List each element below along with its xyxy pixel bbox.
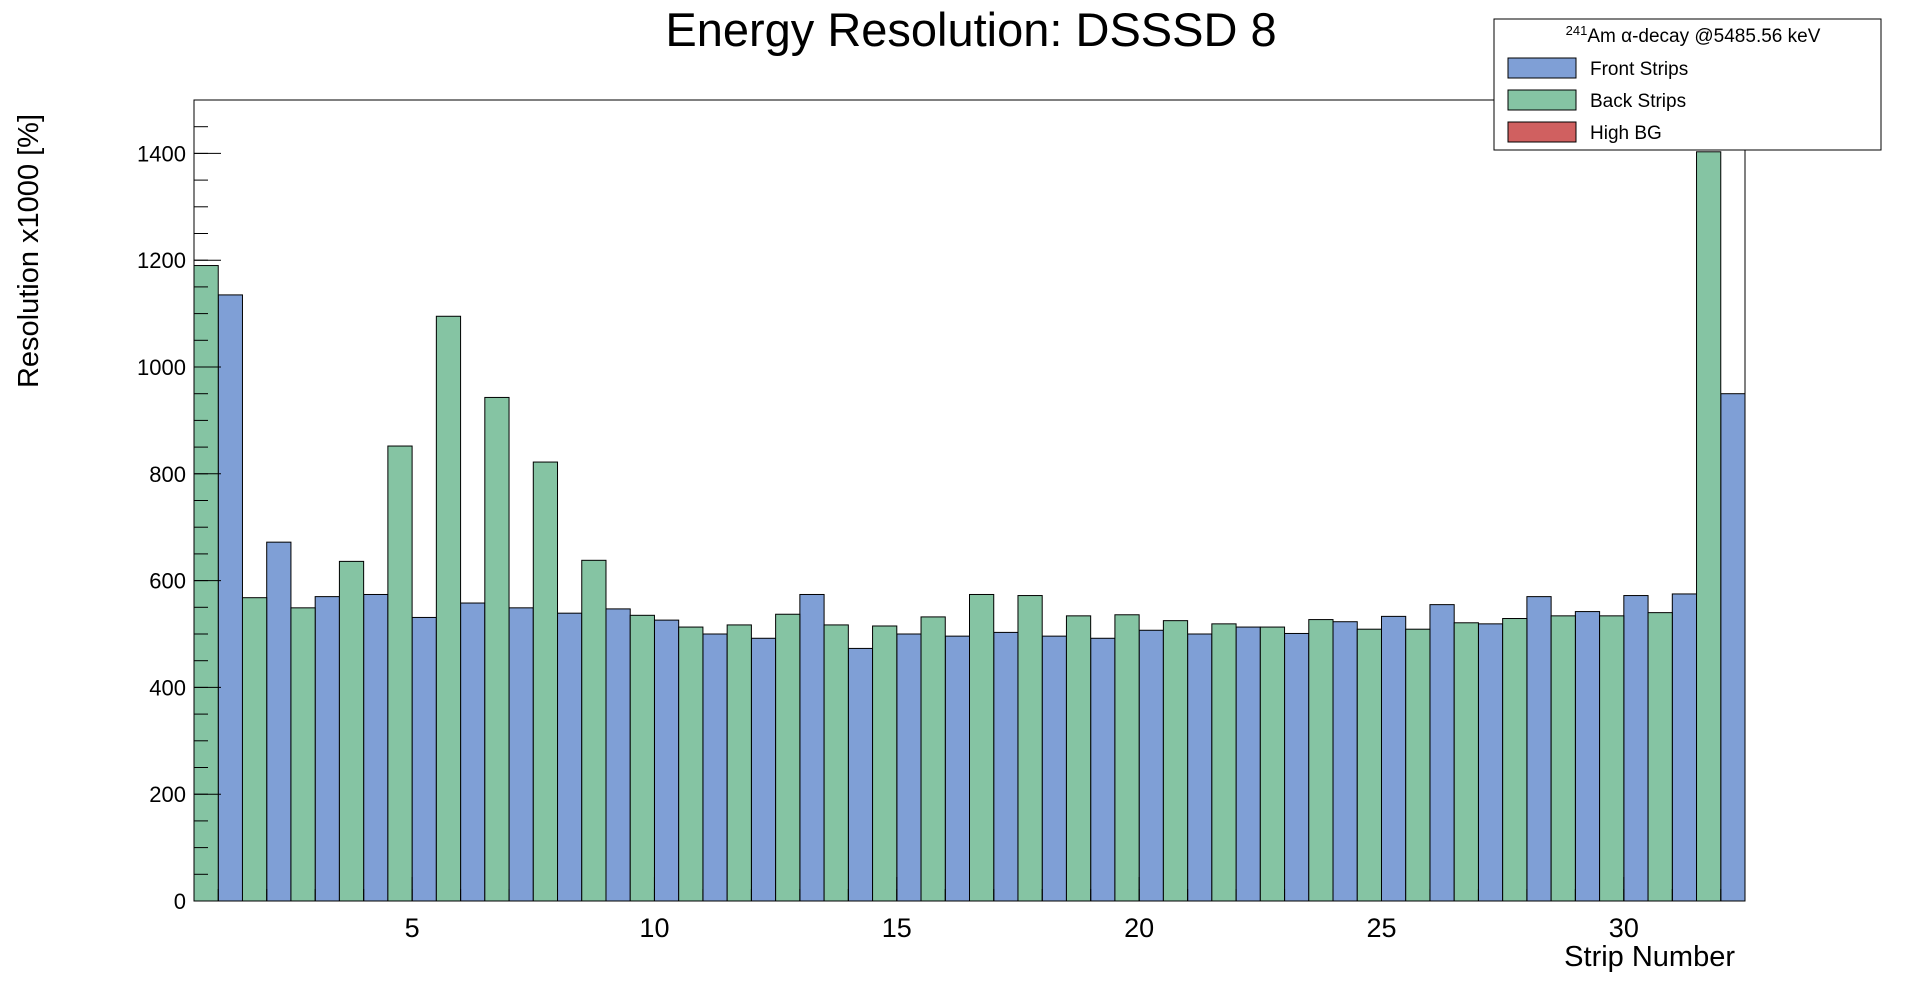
y-tick-label: 400 [149,675,186,700]
bar [1550,615,1576,902]
legend-swatch [1507,89,1577,111]
x-tick-label: 20 [1124,913,1154,943]
x-axis-title: Strip Number [1564,941,1735,973]
bar [969,593,995,902]
bar [290,607,316,902]
legend: 241Am α-decay @5485.56 keV Front Strips B… [1493,18,1882,151]
bar [1041,635,1067,902]
bar [314,596,340,902]
legend-label: Front Strips [1590,59,1688,80]
bar [1477,623,1504,902]
bar [1065,615,1092,902]
bar [653,619,680,902]
bar [1696,151,1722,902]
bar [387,445,413,902]
bar [750,637,777,902]
bar [1284,632,1310,902]
y-tick-label: 1200 [137,248,186,273]
bar [338,560,365,902]
bar [363,593,389,902]
chart-title: Energy Resolution: DSSSD 8 [665,3,1276,56]
bar [484,396,510,902]
bar [1380,615,1407,902]
bar [847,647,874,902]
bar [1017,595,1043,902]
y-tick-label: 200 [149,782,186,807]
bar [1429,604,1455,902]
bar [1356,628,1382,902]
bar [1259,626,1286,902]
bar [872,625,898,902]
bar [581,559,607,902]
bar [896,633,922,902]
bar [1187,633,1213,902]
bar [629,614,655,902]
bar [1453,622,1479,902]
y-tick-label: 1000 [137,355,186,380]
bar [944,635,970,902]
y-tick-label: 0 [174,889,186,914]
legend-swatch [1507,57,1577,79]
x-tick-label: 30 [1609,913,1639,943]
y-tick-label: 1400 [137,141,186,166]
bar [411,616,437,902]
bar [1235,626,1261,902]
bar [217,294,243,902]
bar [1574,611,1601,902]
bar [799,593,825,902]
bar [605,608,631,902]
bar [1090,637,1116,902]
bar [532,461,559,902]
bar [1526,596,1552,902]
x-tick-label: 15 [882,913,912,943]
y-tick-label: 600 [149,569,186,594]
bar [1405,628,1431,902]
x-tick-label: 5 [405,913,420,943]
bar [241,597,268,902]
x-tick-label: 10 [639,913,669,943]
bar [993,631,1019,902]
bar [1211,623,1237,902]
bar [702,633,728,902]
legend-title: 241Am α-decay @5485.56 keV [1566,23,1821,47]
y-axis-title: Resolution x1000 [%] [13,114,45,388]
bar [775,613,801,902]
legend-label: High BG [1590,123,1662,144]
bar [1114,614,1140,902]
bar [726,624,752,902]
bar [823,624,849,902]
bar [1138,629,1164,902]
bar [1647,612,1673,902]
x-tick-label: 25 [1366,913,1396,943]
legend-title-superscript: 241 [1566,23,1588,38]
bar [1720,393,1746,902]
bar [193,265,219,902]
bar [557,612,583,902]
y-tick-label: 800 [149,462,186,487]
bar [508,607,534,902]
bar [1671,593,1698,902]
bar [1599,615,1625,902]
legend-title-text: Am α-decay @5485.56 keV [1587,26,1820,47]
bar [1332,621,1358,902]
bar [1162,620,1189,902]
bar [1308,619,1334,902]
bar [1623,595,1649,902]
legend-swatch [1507,121,1577,143]
bar [678,626,704,902]
bar [266,541,292,902]
legend-label: Back Strips [1590,91,1686,112]
bar [460,602,486,902]
bar [920,616,946,902]
bar [1502,618,1528,902]
bar [435,315,462,902]
